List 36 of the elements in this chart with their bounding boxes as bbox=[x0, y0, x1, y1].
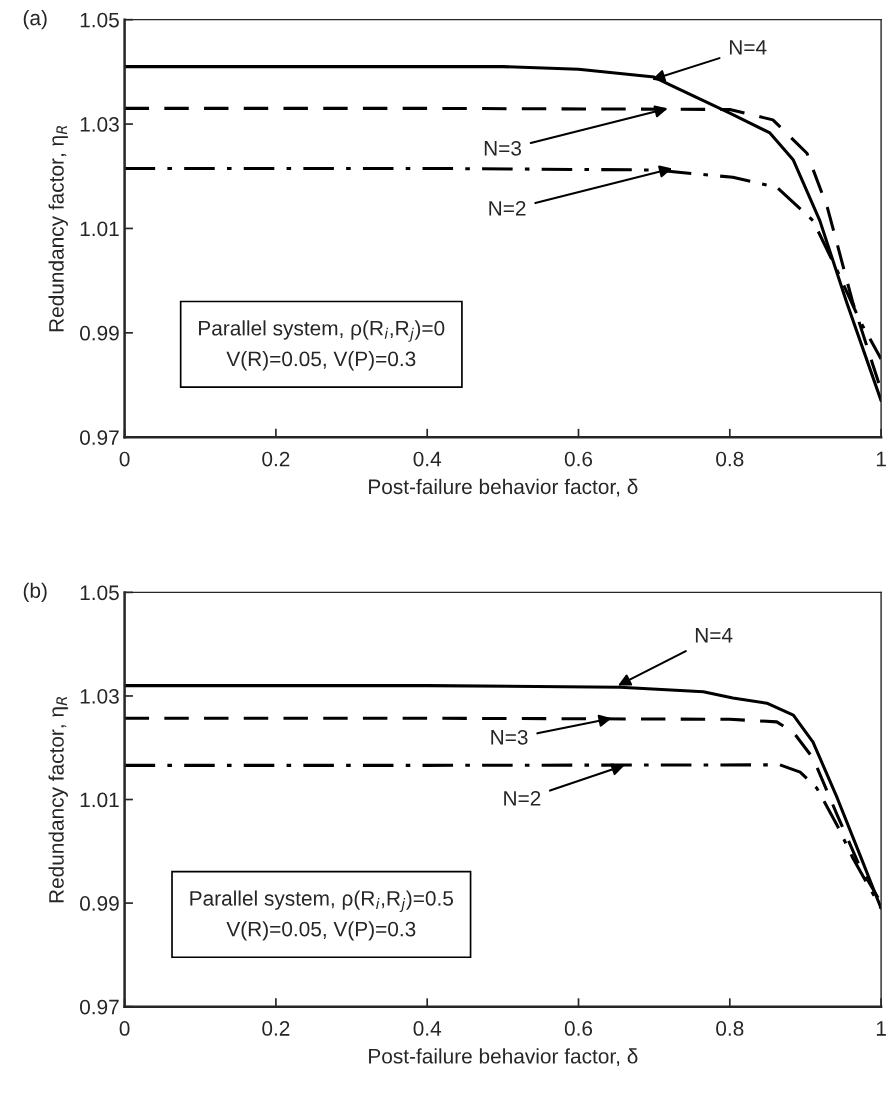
y-tick-label: 1.05 bbox=[80, 585, 119, 601]
annotation: N=4 bbox=[729, 40, 767, 55]
x-tick-label: 0.6 bbox=[564, 451, 593, 467]
x-tick-label: 1 bbox=[876, 451, 886, 467]
y-tick-label: 0.97 bbox=[80, 999, 119, 1015]
annotation: Parallel system, ρ(R$_{i}$,R$_{j}$)=0.5 V(R)=0.05, V(P)=0.3 bbox=[190, 890, 454, 941]
annotation: N=2 bbox=[489, 200, 526, 216]
y-axis-title: Redundancy factor, η$_{R}$ bbox=[48, 125, 68, 332]
y-tick-label: 1.01 bbox=[80, 221, 119, 237]
x-tick-label: 0.6 bbox=[564, 1021, 593, 1036]
y-tick-label: 1.01 bbox=[80, 792, 119, 808]
annotation: N=2 bbox=[504, 790, 541, 806]
x-axis-title: Post-failure behavior factor, δ bbox=[369, 478, 638, 497]
y-tick-label: 0.99 bbox=[80, 896, 119, 911]
x-tick-label: 0 bbox=[119, 451, 130, 467]
x-tick-label: 0 bbox=[119, 1021, 130, 1036]
annotation: N=4 bbox=[695, 628, 733, 643]
x-tick-label: 0.2 bbox=[262, 451, 290, 467]
y-tick-label: 0.97 bbox=[80, 430, 119, 445]
x-tick-label: 0.4 bbox=[413, 1021, 442, 1036]
x-tick-label: 0.8 bbox=[716, 1021, 744, 1036]
y-tick-label: 1.05 bbox=[80, 12, 119, 28]
y-tick-label: 1.03 bbox=[80, 688, 119, 704]
x-axis-title: Post-failure behavior factor, δ bbox=[369, 1048, 638, 1067]
annotation: Parallel system, ρ(R$_{i}$,R$_{j}$)=0 V(R)=0.05, V(P)=0.3 bbox=[199, 320, 445, 371]
y-tick-label: 0.99 bbox=[80, 325, 119, 341]
x-tick-label: 0.8 bbox=[716, 451, 744, 467]
x-tick-label: 0.2 bbox=[262, 1021, 290, 1036]
x-tick-label: 1 bbox=[876, 1021, 886, 1036]
y-axis-title: Redundancy factor, η$_{R}$ bbox=[48, 697, 68, 903]
annotation: N=3 bbox=[484, 140, 522, 156]
y-tick-label: 1.03 bbox=[80, 117, 119, 132]
annotation: N=3 bbox=[491, 729, 528, 745]
chart-title: (a) bbox=[23, 9, 47, 30]
chart-title: (b) bbox=[23, 582, 47, 603]
x-tick-label: 0.4 bbox=[413, 451, 442, 467]
